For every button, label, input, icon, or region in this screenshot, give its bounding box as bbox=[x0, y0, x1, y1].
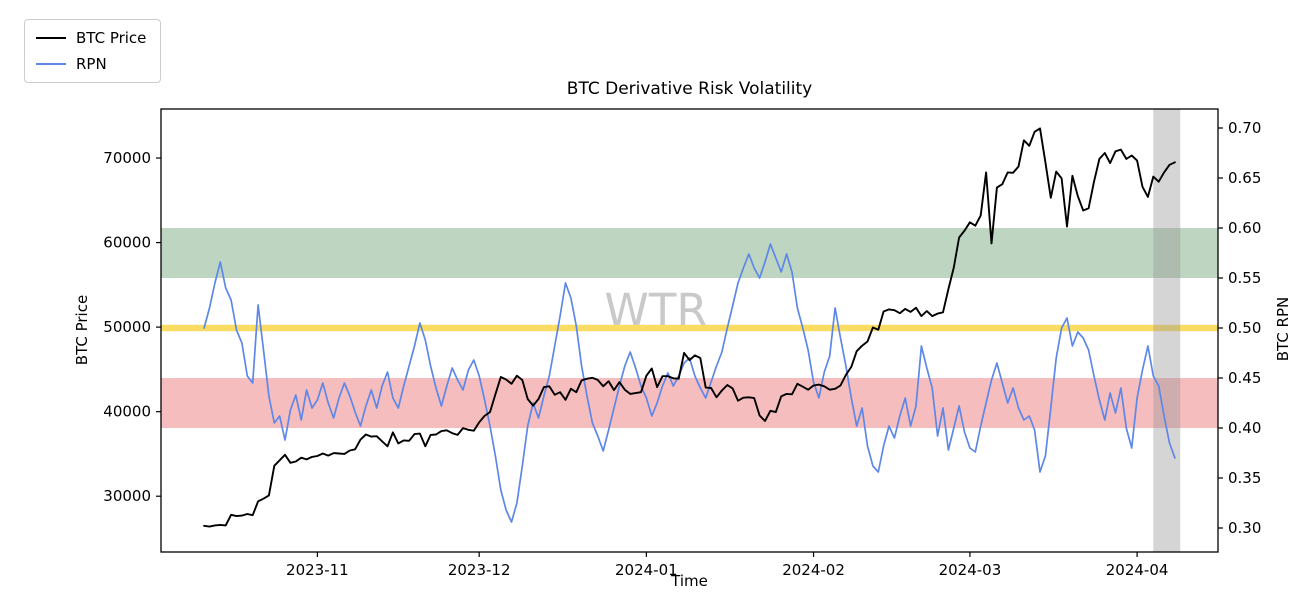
x-tick-label: 2024-01 bbox=[615, 561, 678, 579]
y-right-tick-label: 0.50 bbox=[1228, 319, 1261, 337]
legend-item-label: BTC Price bbox=[76, 29, 147, 47]
chart-title: BTC Derivative Risk Volatility bbox=[566, 79, 813, 99]
plot-border bbox=[160, 108, 1219, 553]
btc-price-line bbox=[203, 127, 1176, 528]
y-left-tick-label: 40000 bbox=[103, 403, 151, 421]
y-right-axis-label: BTC RPN bbox=[1274, 296, 1292, 362]
y-right-tick-label: 0.35 bbox=[1228, 469, 1261, 487]
x-tick-label: 2023-12 bbox=[448, 561, 511, 579]
rpn-line bbox=[203, 243, 1176, 523]
y-right-tick-label: 0.40 bbox=[1228, 419, 1261, 437]
legend: BTC Price RPN bbox=[24, 19, 162, 83]
legend-item: RPN bbox=[36, 53, 146, 75]
y-left-tick-label: 30000 bbox=[103, 487, 151, 505]
x-axis-label: Time bbox=[671, 572, 708, 590]
y-left-tick-label: 70000 bbox=[103, 149, 151, 167]
legend-item: BTC Price bbox=[36, 27, 146, 49]
y-left-tick-label: 60000 bbox=[103, 234, 151, 252]
x-tick-label: 2024-02 bbox=[782, 561, 845, 579]
y-left-tick-label: 50000 bbox=[103, 318, 151, 336]
y-left-axis-label: BTC Price bbox=[73, 294, 91, 366]
yellow-threshold-line bbox=[161, 324, 1218, 332]
green-band bbox=[161, 228, 1218, 278]
red-band bbox=[161, 378, 1218, 428]
legend-line-swatch bbox=[36, 63, 66, 65]
y-right-tick-label: 0.60 bbox=[1228, 219, 1261, 237]
x-tick-label: 2024-03 bbox=[939, 561, 1002, 579]
recent-period-band bbox=[1153, 109, 1181, 552]
legend-item-label: RPN bbox=[76, 55, 107, 73]
x-tick-label: 2024-04 bbox=[1106, 561, 1169, 579]
y-right-tick-label: 0.70 bbox=[1228, 119, 1261, 137]
y-right-tick-label: 0.45 bbox=[1228, 369, 1261, 387]
y-right-tick-label: 0.65 bbox=[1228, 169, 1261, 187]
legend-line-swatch bbox=[36, 37, 66, 39]
y-right-tick-label: 0.55 bbox=[1228, 269, 1261, 287]
x-tick-label: 2023-11 bbox=[286, 561, 349, 579]
y-right-tick-label: 0.30 bbox=[1228, 519, 1261, 537]
